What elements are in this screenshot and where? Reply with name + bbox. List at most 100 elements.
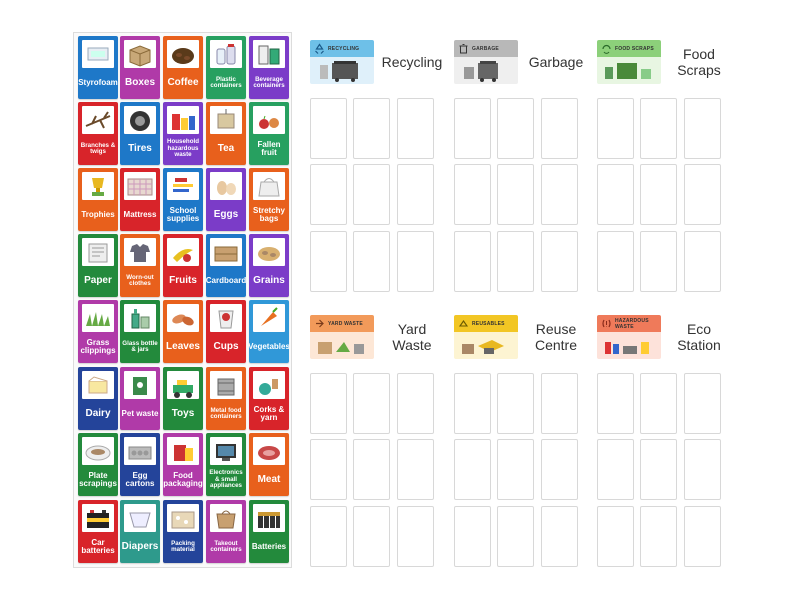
item-card-food-packaging[interactable]: Food packaging	[163, 433, 203, 496]
drop-slot[interactable]	[454, 506, 491, 567]
drop-slot[interactable]	[310, 231, 347, 292]
item-card-label: Trophies	[81, 209, 115, 219]
drop-slot[interactable]	[684, 373, 721, 434]
drop-slot[interactable]	[640, 98, 677, 159]
drop-slot[interactable]	[397, 506, 434, 567]
drop-slot[interactable]	[684, 439, 721, 500]
drop-slot[interactable]	[684, 98, 721, 159]
item-card-grains[interactable]: Grains	[249, 234, 289, 297]
drop-slot[interactable]	[497, 373, 534, 434]
drop-slot[interactable]	[310, 506, 347, 567]
drop-slot[interactable]	[541, 506, 578, 567]
drop-slot[interactable]	[640, 506, 677, 567]
drop-slot[interactable]	[640, 231, 677, 292]
item-card-plate-scrapings[interactable]: Plate scrapings	[78, 433, 118, 496]
item-card-pet-waste[interactable]: Pet waste	[120, 367, 160, 430]
drop-slot[interactable]	[454, 98, 491, 159]
drop-slot[interactable]	[310, 373, 347, 434]
item-card-toys[interactable]: Toys	[163, 367, 203, 430]
item-card-dairy[interactable]: Dairy	[78, 367, 118, 430]
item-card-batteries[interactable]: Batteries	[249, 500, 289, 563]
drop-slot[interactable]	[353, 373, 390, 434]
item-card-branches-twigs[interactable]: Branches & twigs	[78, 102, 118, 165]
drop-slot[interactable]	[541, 439, 578, 500]
drop-slot[interactable]	[597, 506, 634, 567]
drop-slot[interactable]	[541, 164, 578, 225]
item-card-leaves[interactable]: Leaves	[163, 300, 203, 363]
drop-slot[interactable]	[310, 98, 347, 159]
item-card-car-batteries[interactable]: Car batteries	[78, 500, 118, 563]
item-card-tires[interactable]: Tires	[120, 102, 160, 165]
item-card-takeout-containers[interactable]: Takeout containers	[206, 500, 246, 563]
drop-slot[interactable]	[310, 164, 347, 225]
drop-slot[interactable]	[497, 98, 534, 159]
drop-slot[interactable]	[497, 506, 534, 567]
drop-slot[interactable]	[541, 231, 578, 292]
drop-slot[interactable]	[684, 231, 721, 292]
drop-slot[interactable]	[497, 439, 534, 500]
drop-slot[interactable]	[597, 231, 634, 292]
drop-slot[interactable]	[454, 164, 491, 225]
drop-slot[interactable]	[541, 98, 578, 159]
drop-slot[interactable]	[397, 98, 434, 159]
item-card-stretchy-bags[interactable]: Stretchy bags	[249, 168, 289, 231]
item-card-trophies[interactable]: Trophies	[78, 168, 118, 231]
item-card-household-hazardous-waste[interactable]: Household hazardous waste	[163, 102, 203, 165]
drop-slot[interactable]	[597, 439, 634, 500]
drop-slot[interactable]	[353, 439, 390, 500]
item-card-fruits[interactable]: Fruits	[163, 234, 203, 297]
drop-slot[interactable]	[310, 439, 347, 500]
item-card-cardboard[interactable]: Cardboard	[206, 234, 246, 297]
item-card-diapers[interactable]: Diapers	[120, 500, 160, 563]
drop-slot[interactable]	[640, 439, 677, 500]
drop-slot[interactable]	[684, 164, 721, 225]
drop-slot[interactable]	[640, 373, 677, 434]
drop-slot[interactable]	[597, 98, 634, 159]
drop-slot[interactable]	[597, 164, 634, 225]
drop-slot[interactable]	[353, 231, 390, 292]
drop-slot[interactable]	[353, 506, 390, 567]
clothes-icon	[124, 238, 156, 266]
drop-slot[interactable]	[454, 231, 491, 292]
item-card-corks-yarn[interactable]: Corks & yarn	[249, 367, 289, 430]
item-card-paper[interactable]: Paper	[78, 234, 118, 297]
item-card-meat[interactable]: Meat	[249, 433, 289, 496]
item-card-school-supplies[interactable]: School supplies	[163, 168, 203, 231]
item-card-egg-cartons[interactable]: Egg cartons	[120, 433, 160, 496]
drop-slot[interactable]	[397, 373, 434, 434]
item-card-coffee[interactable]: Coffee	[163, 36, 203, 99]
drop-slot[interactable]	[541, 373, 578, 434]
item-card-worn-out-clothes[interactable]: Worn-out clothes	[120, 234, 160, 297]
drop-slot[interactable]	[397, 439, 434, 500]
drop-slot[interactable]	[454, 439, 491, 500]
drop-slot[interactable]	[397, 164, 434, 225]
item-card-styrofoam[interactable]: Styrofoam	[78, 36, 118, 99]
item-card-metal-food-containers[interactable]: Metal food containers	[206, 367, 246, 430]
item-card-glass-bottle-jars[interactable]: Glass bottle & jars	[120, 300, 160, 363]
drop-slot[interactable]	[597, 373, 634, 434]
drop-slot[interactable]	[684, 506, 721, 567]
drop-slot[interactable]	[497, 231, 534, 292]
item-card-fallen-fruit[interactable]: Fallen fruit	[249, 102, 289, 165]
drop-slot[interactable]	[497, 164, 534, 225]
tire-icon	[124, 106, 156, 134]
drop-slot[interactable]	[353, 98, 390, 159]
item-card-boxes[interactable]: Boxes	[120, 36, 160, 99]
meat-icon	[253, 437, 285, 465]
item-card-beverage-containers[interactable]: Beverage containers	[249, 36, 289, 99]
item-card-plastic-containers[interactable]: Plastic containers	[206, 36, 246, 99]
drop-slot[interactable]	[454, 373, 491, 434]
vegetables-icon	[253, 304, 285, 332]
item-card-tea[interactable]: Tea	[206, 102, 246, 165]
item-card-electronics-small-appliances[interactable]: Electronics & small appliances	[206, 433, 246, 496]
item-card-vegetables[interactable]: Vegetables	[249, 300, 289, 363]
item-card-grass-clippings[interactable]: Grass clippings	[78, 300, 118, 363]
item-card-mattress[interactable]: Mattress	[120, 168, 160, 231]
item-card-label: Packing material	[171, 539, 195, 553]
item-card-packing-material[interactable]: Packing material	[163, 500, 203, 563]
drop-slot[interactable]	[397, 231, 434, 292]
drop-slot[interactable]	[353, 164, 390, 225]
item-card-cups[interactable]: Cups	[206, 300, 246, 363]
drop-slot[interactable]	[640, 164, 677, 225]
item-card-eggs[interactable]: Eggs	[206, 168, 246, 231]
